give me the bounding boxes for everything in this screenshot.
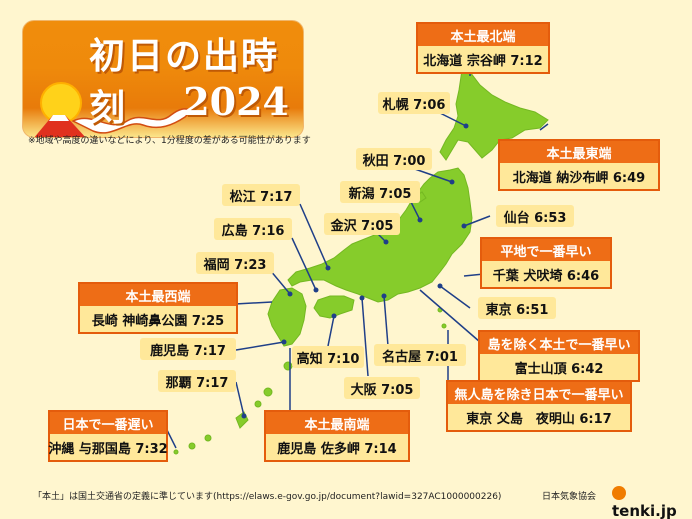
callout-east: 本土最東端 北海道 納沙布岬 6:49 <box>498 139 660 191</box>
sunrise-dragon-illustration <box>34 82 193 137</box>
marker-kochi <box>331 313 337 319</box>
marker-niigata <box>417 217 423 223</box>
leader-west <box>234 301 273 305</box>
callout-north-header: 本土最北端 <box>418 24 548 46</box>
label-sapporo: 札幌 7:06 <box>378 92 450 114</box>
marker-matsue <box>325 265 331 271</box>
leader-matsue <box>299 203 329 269</box>
callout-plain-body: 千葉 犬吠埼 6:46 <box>492 268 600 284</box>
callout-east-body: 北海道 納沙布岬 6:49 <box>512 170 646 186</box>
shikoku-shape <box>313 295 355 319</box>
callout-latest-header: 日本で一番遅い <box>50 412 166 434</box>
footer-note: 「本土」は国土交通省の定義に準じています(https://elaws.e-gov… <box>33 492 502 502</box>
label-kochi: 高知 7:10 <box>292 346 364 368</box>
leader-hiroshima <box>291 237 317 291</box>
label-sendai: 仙台 6:53 <box>496 205 574 227</box>
callout-plain: 平地で一番早い 千葉 犬吠埼 6:46 <box>480 237 612 289</box>
label-fukuoka: 福岡 7:23 <box>196 252 274 274</box>
tokunoshima-shape <box>254 400 262 408</box>
callout-fuji: 島を除く本土で一番早い 富士山頂 6:42 <box>478 330 640 382</box>
leader-niigata <box>409 199 421 221</box>
marker-nagoya <box>381 293 387 299</box>
marker-sapporo <box>463 123 469 129</box>
label-kanazawa: 金沢 7:05 <box>324 213 400 235</box>
tenki-logo[interactable]: tenki.jp <box>612 484 692 519</box>
callout-south: 本土最南端 鹿児島 佐多岬 7:14 <box>264 410 410 462</box>
disclaimer-note: ※地域や高度の違いなどにより、1分程度の差がある可能性があります <box>28 136 311 146</box>
leader-sendai <box>463 215 491 227</box>
leader-osaka <box>361 297 369 377</box>
title-banner: 初日の出時刻 2024 <box>22 20 304 138</box>
callout-latest: 日本で一番遅い 沖縄 与那国島 7:32 <box>48 410 168 462</box>
leader-tokyo <box>439 285 471 309</box>
fuji-snowcap <box>49 115 69 121</box>
callout-south-body: 鹿児島 佐多岬 7:14 <box>277 441 397 457</box>
label-kagoshima: 鹿児島 7:17 <box>140 338 236 360</box>
hachijo-shape <box>441 323 447 329</box>
callout-uninhabited-header: 無人島を除き日本で一番早い <box>448 382 630 404</box>
label-akita: 秋田 7:00 <box>356 148 432 170</box>
label-osaka: 大阪 7:05 <box>344 377 420 399</box>
leader-east <box>539 123 549 131</box>
leader-kagoshima <box>235 341 285 351</box>
callout-latest-body: 沖縄 与那国島 7:32 <box>48 441 168 457</box>
callout-west-header: 本土最西端 <box>80 284 236 306</box>
marker-akita <box>449 179 455 185</box>
leader-naha <box>235 381 245 417</box>
label-tokyo: 東京 6:51 <box>478 297 556 319</box>
label-nagoya: 名古屋 7:01 <box>374 344 466 366</box>
title-year: 2024 <box>183 79 289 124</box>
label-matsue: 松江 7:17 <box>222 184 300 206</box>
yonaguni-shape <box>173 449 179 455</box>
marker-kanazawa <box>383 239 389 245</box>
leader-fukuoka <box>269 269 291 295</box>
callout-west-body: 長崎 神崎鼻公園 7:25 <box>91 313 225 329</box>
marker-naha <box>241 413 247 419</box>
title-text: 初日の出時刻 <box>89 36 280 129</box>
label-hiroshima: 広島 7:16 <box>214 218 292 240</box>
callout-north-body: 北海道 宗谷岬 7:12 <box>423 53 543 69</box>
leader-nagoya <box>383 295 389 347</box>
okinawa-shape <box>235 411 249 429</box>
tenki-logo-icon <box>612 486 626 500</box>
callout-west: 本土最西端 長崎 神崎鼻公園 7:25 <box>78 282 238 334</box>
marker-tokyo <box>437 283 443 289</box>
tenki-logo-text: tenki.jp <box>612 502 677 519</box>
marker-osaka <box>359 295 365 301</box>
label-niigata: 新潟 7:05 <box>340 181 420 203</box>
miyako-shape <box>204 434 212 442</box>
callout-south-header: 本土最南端 <box>266 412 408 434</box>
callout-plain-header: 平地で一番早い <box>482 239 610 261</box>
callout-uninhabited: 無人島を除き日本で一番早い 東京 父島 夜明山 6:17 <box>446 380 632 432</box>
leader-kochi <box>327 315 335 347</box>
leader-akita <box>411 167 453 183</box>
callout-east-header: 本土最東端 <box>500 141 658 163</box>
marker-hiroshima <box>313 287 319 293</box>
marker-sendai <box>461 223 467 229</box>
org-name: 日本気象協会 <box>542 492 597 502</box>
ishigaki-shape <box>188 442 196 450</box>
callout-north: 本土最北端 北海道 宗谷岬 7:12 <box>416 22 550 74</box>
mount-fuji-icon <box>34 115 86 137</box>
kyushu-shape <box>267 287 307 347</box>
dragon-icon <box>71 108 193 134</box>
marker-fukuoka <box>287 291 293 297</box>
label-naha: 那覇 7:17 <box>158 370 236 392</box>
callout-fuji-body: 富士山頂 6:42 <box>514 361 604 377</box>
callout-uninhabited-body: 東京 父島 夜明山 6:17 <box>466 411 612 427</box>
city-markers <box>241 123 469 419</box>
leader-fuji <box>419 289 481 343</box>
yakushima-shape <box>283 361 293 371</box>
amami-shape <box>263 387 273 397</box>
hokkaido-shape <box>439 69 549 161</box>
marker-kagoshima <box>281 339 287 345</box>
callout-fuji-header: 島を除く本土で一番早い <box>480 332 638 354</box>
